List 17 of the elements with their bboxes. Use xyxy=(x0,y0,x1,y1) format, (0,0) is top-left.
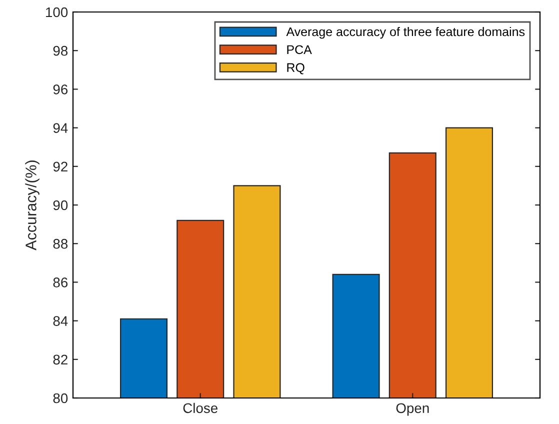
y-tick-label: 80 xyxy=(53,393,68,404)
y-axis-title: Accuracy/(%) xyxy=(25,160,40,250)
y-tick-label: 82 xyxy=(53,354,68,365)
y-tick-label: 92 xyxy=(53,162,68,172)
legend-label: PCA xyxy=(287,45,312,54)
y-tick-label: 94 xyxy=(53,123,68,133)
y-tick-label: 100 xyxy=(46,7,68,18)
legend-label: Average accuracy of three feature domains xyxy=(286,27,525,39)
y-tick-label: 98 xyxy=(53,46,68,56)
y-tick-label: 84 xyxy=(53,316,68,326)
y-tick-label: 86 xyxy=(53,278,68,288)
x-tick-label: Close xyxy=(183,402,218,414)
y-tick-label: 96 xyxy=(53,84,68,94)
legend-label: RQ xyxy=(287,63,304,74)
x-tick-label: Open xyxy=(396,403,429,416)
y-tick-label: 88 xyxy=(53,238,68,249)
y-tick-label: 90 xyxy=(53,200,68,210)
